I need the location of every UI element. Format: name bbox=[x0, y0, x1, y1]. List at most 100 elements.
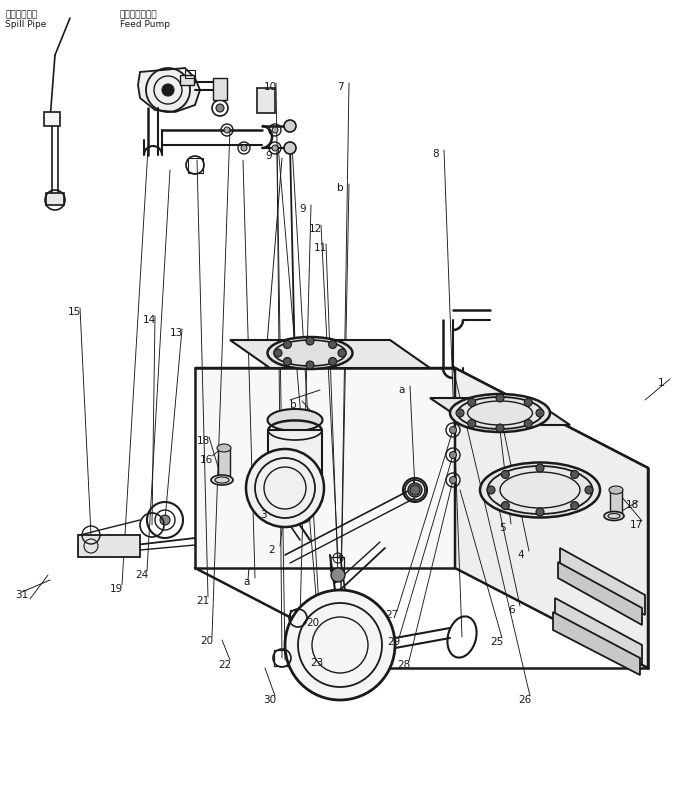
Text: 31: 31 bbox=[15, 590, 28, 600]
Bar bbox=[218, 448, 230, 476]
Text: 20: 20 bbox=[200, 636, 213, 646]
Text: 1: 1 bbox=[658, 378, 665, 388]
Text: 29: 29 bbox=[387, 637, 400, 647]
Text: 14: 14 bbox=[143, 315, 156, 325]
Text: 9: 9 bbox=[299, 204, 306, 214]
Text: 17: 17 bbox=[630, 520, 643, 530]
Circle shape bbox=[285, 590, 395, 700]
Circle shape bbox=[274, 349, 282, 357]
Polygon shape bbox=[195, 368, 455, 568]
Text: 24: 24 bbox=[135, 570, 148, 580]
Bar bbox=[78, 546, 108, 556]
Polygon shape bbox=[195, 368, 648, 468]
Text: Spill Pipe: Spill Pipe bbox=[5, 20, 47, 29]
Text: 7: 7 bbox=[337, 82, 344, 92]
Ellipse shape bbox=[480, 462, 600, 518]
Circle shape bbox=[272, 127, 278, 133]
Text: 13: 13 bbox=[170, 328, 183, 338]
Bar bbox=[213, 78, 227, 100]
Ellipse shape bbox=[604, 511, 624, 520]
Circle shape bbox=[329, 340, 337, 348]
Text: 6: 6 bbox=[508, 605, 514, 615]
Circle shape bbox=[468, 398, 475, 406]
Circle shape bbox=[162, 84, 174, 96]
Text: 2: 2 bbox=[268, 545, 274, 555]
Bar bbox=[280, 500, 310, 518]
Circle shape bbox=[306, 337, 314, 345]
Text: スピルパイプ: スピルパイプ bbox=[5, 10, 37, 19]
Circle shape bbox=[496, 424, 504, 432]
Circle shape bbox=[496, 394, 504, 402]
Polygon shape bbox=[558, 562, 642, 625]
Ellipse shape bbox=[268, 337, 353, 369]
Circle shape bbox=[329, 358, 337, 366]
Text: 19: 19 bbox=[110, 584, 123, 594]
Bar bbox=[44, 112, 60, 126]
Circle shape bbox=[449, 477, 456, 484]
Text: 20: 20 bbox=[306, 618, 319, 628]
Circle shape bbox=[536, 508, 544, 516]
Text: 15: 15 bbox=[68, 307, 81, 317]
Text: b: b bbox=[337, 183, 344, 193]
Circle shape bbox=[331, 568, 345, 582]
Circle shape bbox=[524, 419, 532, 427]
Text: 23: 23 bbox=[310, 658, 323, 668]
Text: 30: 30 bbox=[263, 695, 276, 705]
Polygon shape bbox=[230, 340, 430, 368]
Text: 5: 5 bbox=[499, 523, 506, 533]
Circle shape bbox=[408, 483, 422, 497]
Circle shape bbox=[283, 358, 292, 366]
Polygon shape bbox=[455, 368, 648, 668]
Text: 16: 16 bbox=[200, 455, 213, 465]
Ellipse shape bbox=[217, 444, 231, 452]
Circle shape bbox=[283, 340, 292, 348]
Text: 28: 28 bbox=[397, 660, 410, 670]
Bar bbox=[188, 158, 203, 173]
Text: 27: 27 bbox=[385, 610, 399, 620]
Text: Feed Pump: Feed Pump bbox=[120, 20, 170, 29]
Text: 26: 26 bbox=[518, 695, 531, 705]
Circle shape bbox=[224, 127, 230, 133]
Bar bbox=[610, 490, 622, 516]
Circle shape bbox=[571, 470, 579, 478]
Ellipse shape bbox=[246, 449, 324, 527]
Text: b: b bbox=[290, 400, 296, 410]
Polygon shape bbox=[560, 548, 645, 615]
Bar bbox=[268, 430, 322, 500]
Circle shape bbox=[449, 451, 456, 458]
Text: フィードポンプ: フィードポンプ bbox=[120, 10, 158, 19]
Circle shape bbox=[272, 145, 278, 151]
Bar bbox=[46, 193, 64, 205]
Circle shape bbox=[338, 349, 346, 357]
Circle shape bbox=[501, 501, 509, 510]
Circle shape bbox=[536, 409, 544, 417]
Circle shape bbox=[410, 485, 420, 495]
Text: 4: 4 bbox=[517, 550, 523, 560]
Circle shape bbox=[524, 398, 532, 406]
Circle shape bbox=[585, 486, 593, 494]
Circle shape bbox=[501, 470, 509, 478]
Text: 18: 18 bbox=[197, 436, 210, 446]
Circle shape bbox=[241, 145, 247, 151]
Circle shape bbox=[449, 427, 456, 434]
Polygon shape bbox=[553, 612, 640, 675]
Bar bbox=[257, 88, 275, 113]
Ellipse shape bbox=[268, 409, 322, 431]
Text: 12: 12 bbox=[309, 224, 322, 234]
Bar bbox=[78, 535, 140, 557]
Bar bbox=[290, 610, 306, 626]
Text: 11: 11 bbox=[314, 243, 327, 253]
Circle shape bbox=[284, 120, 296, 132]
Ellipse shape bbox=[268, 490, 322, 510]
Text: 21: 21 bbox=[196, 596, 209, 606]
Polygon shape bbox=[138, 68, 200, 112]
Bar bbox=[185, 70, 195, 78]
Circle shape bbox=[468, 419, 475, 427]
Circle shape bbox=[571, 501, 579, 510]
Circle shape bbox=[216, 104, 224, 112]
Polygon shape bbox=[555, 598, 642, 665]
Polygon shape bbox=[430, 398, 570, 425]
Circle shape bbox=[160, 515, 170, 525]
Text: 22: 22 bbox=[218, 660, 231, 670]
Ellipse shape bbox=[450, 394, 550, 432]
